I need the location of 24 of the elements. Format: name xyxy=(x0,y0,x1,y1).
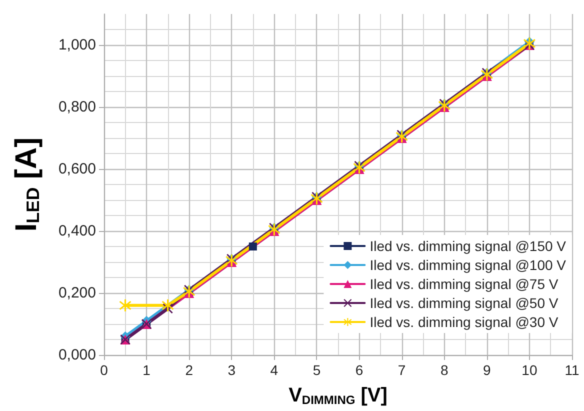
legend-label: Iled vs. dimming signal @75 V xyxy=(370,276,559,292)
x-tick-label: 2 xyxy=(185,362,194,378)
legend-label: Iled vs. dimming signal @50 V xyxy=(370,295,559,311)
x-tick-label: 8 xyxy=(440,362,448,378)
x-tick-label: 10 xyxy=(522,362,538,378)
x-tick-label: 11 xyxy=(564,362,580,378)
x-tick-label: 6 xyxy=(355,362,364,378)
x-tick-label: 1 xyxy=(142,362,151,378)
y-axis-title: ILED [A] xyxy=(10,137,43,232)
legend-label: Iled vs. dimming signal @30 V xyxy=(370,314,559,330)
legend-label: Iled vs. dimming signal @150 V xyxy=(370,238,567,254)
y-tick-label: 1,000 xyxy=(58,36,96,54)
x-tick-label: 9 xyxy=(483,362,492,378)
x-tick-label: 4 xyxy=(270,362,278,378)
y-tick-label: 0,800 xyxy=(58,98,96,116)
legend-label: Iled vs. dimming signal @100 V xyxy=(370,257,567,273)
y-tick-label: 0,400 xyxy=(58,222,96,240)
x-tick-label: 7 xyxy=(398,362,406,378)
x-tick-label: 3 xyxy=(228,362,236,378)
y-tick-label: 0,000 xyxy=(58,346,96,364)
y-tick-label: 0,600 xyxy=(58,160,96,178)
x-tick-label: 0 xyxy=(100,362,108,378)
y-tick-label: 0,200 xyxy=(58,284,96,302)
x-tick-label: 5 xyxy=(312,362,321,378)
